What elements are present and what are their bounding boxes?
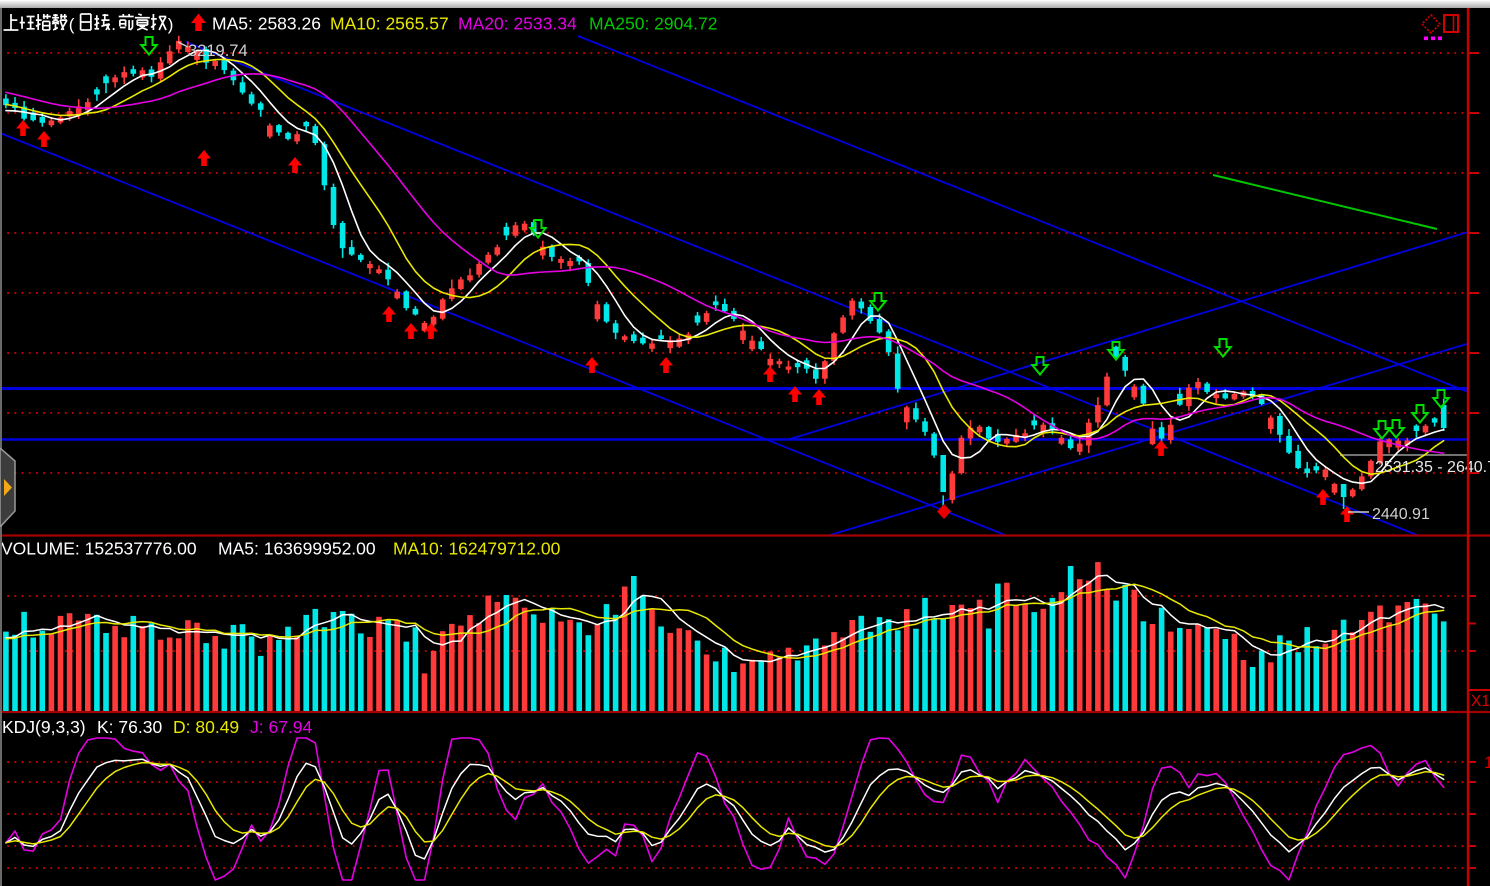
svg-text:2440.91: 2440.91 <box>1372 506 1430 523</box>
svg-text:MA5: 163699952.00: MA5: 163699952.00 <box>218 539 376 559</box>
svg-text:MA20: 2533.34: MA20: 2533.34 <box>458 14 577 34</box>
svg-text:.: . <box>111 15 116 34</box>
svg-text:VOLUME: 152537776.00: VOLUME: 152537776.00 <box>1 539 197 559</box>
svg-text:MA250: 2904.72: MA250: 2904.72 <box>589 14 717 34</box>
svg-text:(: ( <box>69 15 75 34</box>
svg-text:): ) <box>168 15 174 34</box>
svg-text:MA10: 162479712.00: MA10: 162479712.00 <box>393 539 561 559</box>
svg-text:K: 76.30: K: 76.30 <box>97 717 162 737</box>
svg-text:KDJ(9,3,3): KDJ(9,3,3) <box>2 717 86 737</box>
svg-text:X1: X1 <box>1471 693 1490 710</box>
svg-text:D: 80.49: D: 80.49 <box>173 717 239 737</box>
svg-text:MA10: 2565.57: MA10: 2565.57 <box>330 14 449 34</box>
svg-text:100.00: 100.00 <box>1484 753 1490 772</box>
svg-text:MA5: 2583.26: MA5: 2583.26 <box>212 14 321 34</box>
svg-text:J: 67.94: J: 67.94 <box>250 717 313 737</box>
svg-text:2531.35 - 2640.71: 2531.35 - 2640.71 <box>1375 459 1490 476</box>
svg-text:3219.74: 3219.74 <box>188 42 248 60</box>
